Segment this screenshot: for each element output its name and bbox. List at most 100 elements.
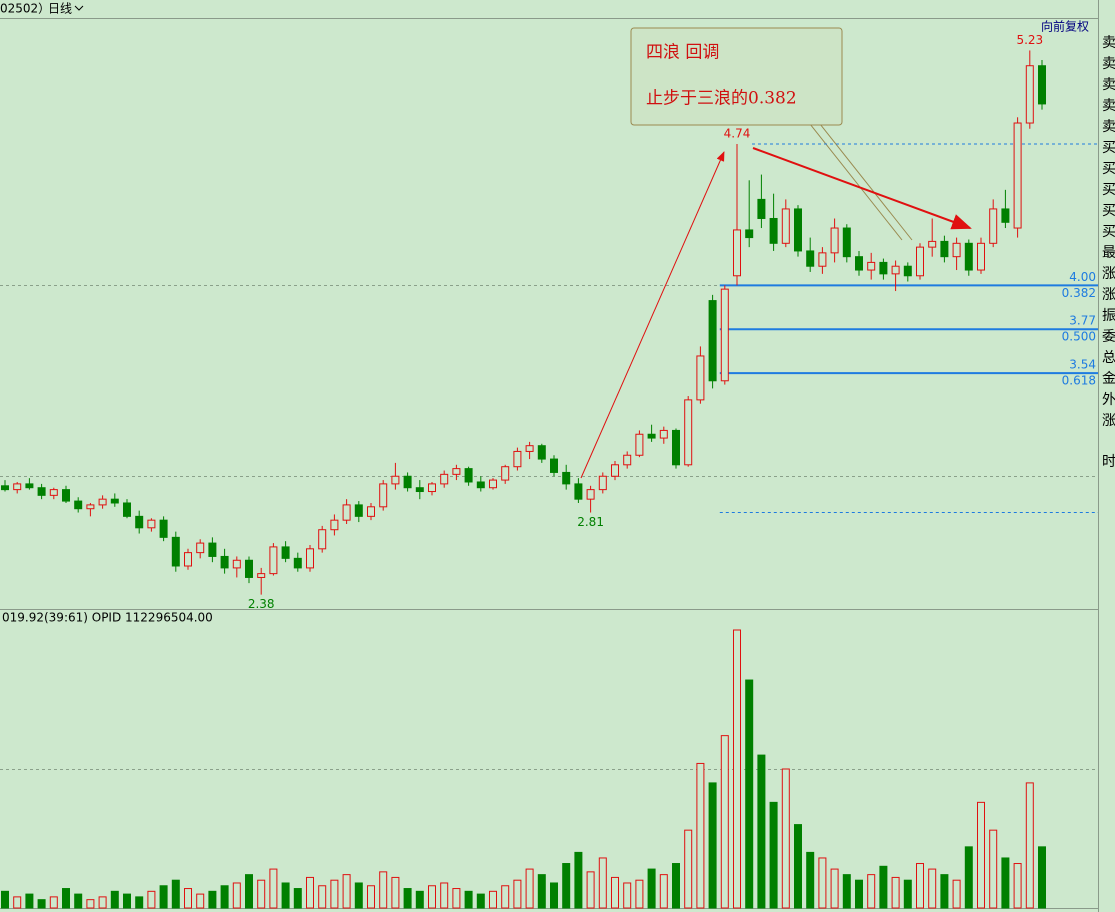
candle-body bbox=[989, 208, 998, 244]
candle-body bbox=[440, 473, 449, 485]
volume-bar bbox=[672, 863, 680, 909]
volume-bar bbox=[62, 888, 70, 909]
candle-body bbox=[159, 519, 168, 538]
volume-bar bbox=[159, 885, 168, 909]
candle-body bbox=[330, 519, 339, 531]
candle-body bbox=[1, 485, 9, 491]
volume-bar bbox=[489, 890, 497, 909]
candle-body bbox=[696, 355, 705, 401]
volume-bar bbox=[110, 890, 119, 909]
candle-body bbox=[562, 471, 571, 485]
volume-bar bbox=[562, 863, 571, 909]
candle-body bbox=[855, 256, 863, 271]
volume-bar bbox=[37, 899, 46, 909]
extreme-label: 2.38 bbox=[248, 597, 275, 611]
volume-bar bbox=[403, 888, 412, 909]
side-label: 涨 bbox=[1102, 413, 1115, 429]
volume-bar bbox=[537, 874, 546, 909]
volume-bar bbox=[1038, 846, 1046, 909]
volume-bar bbox=[281, 882, 290, 909]
volume-bar bbox=[696, 762, 705, 909]
side-label: 卖 bbox=[1102, 77, 1115, 93]
side-label: 买 bbox=[1102, 182, 1115, 198]
side-label: 总 bbox=[1102, 350, 1115, 366]
candle-body bbox=[928, 240, 937, 248]
volume-bar bbox=[147, 890, 156, 909]
candle-body bbox=[757, 198, 766, 219]
volume-bar bbox=[818, 857, 827, 909]
fib-price-label: 3.77 bbox=[1069, 314, 1096, 328]
volume-bar bbox=[659, 874, 668, 909]
volume-bar bbox=[342, 874, 351, 909]
candle-body bbox=[745, 229, 754, 239]
side-label: 卖 bbox=[1102, 98, 1115, 114]
candle-body bbox=[428, 483, 436, 493]
volume-bar bbox=[379, 871, 388, 909]
candle-body bbox=[916, 246, 924, 277]
candle-body bbox=[818, 252, 827, 267]
candle-body bbox=[1025, 65, 1034, 124]
volume-bar bbox=[354, 882, 363, 909]
candle-body bbox=[1001, 208, 1010, 223]
candle-body bbox=[354, 504, 363, 517]
volume-bar bbox=[74, 893, 83, 909]
candle-body bbox=[123, 502, 131, 517]
volume-bar bbox=[49, 896, 58, 909]
candle-body bbox=[781, 208, 790, 244]
candle-body bbox=[1013, 122, 1022, 229]
candle-body bbox=[25, 483, 34, 489]
candle-body bbox=[318, 529, 327, 550]
volume-bar bbox=[720, 735, 729, 909]
annotation-line: 四浪 回调 bbox=[646, 43, 719, 63]
fib-ratio-label: 0.382 bbox=[1062, 286, 1096, 300]
volume-bar bbox=[452, 888, 461, 909]
volume-bar bbox=[196, 893, 205, 909]
annotation-line: 止步于三浪的0.382 bbox=[646, 89, 797, 109]
candle-body bbox=[574, 483, 583, 500]
candle-body bbox=[98, 498, 107, 506]
volume-bar bbox=[867, 874, 876, 909]
volume-bar bbox=[952, 879, 961, 909]
candle-body bbox=[147, 519, 156, 529]
volume-bar bbox=[1, 890, 9, 909]
candle-body bbox=[623, 454, 632, 466]
adjust-label[interactable]: 向前复权 bbox=[1041, 19, 1089, 34]
candle-body bbox=[867, 261, 876, 271]
volume-bar bbox=[891, 876, 900, 909]
volume-bar bbox=[635, 879, 644, 909]
candle-body bbox=[586, 489, 595, 500]
candle-body bbox=[550, 458, 558, 473]
period-selector[interactable]: 日线 bbox=[48, 2, 72, 16]
extreme-label: 4.74 bbox=[724, 127, 751, 141]
dropdown-chevron[interactable] bbox=[74, 5, 84, 11]
candle-body bbox=[708, 300, 717, 382]
side-label: 卖 bbox=[1102, 119, 1115, 135]
candle-body bbox=[879, 261, 888, 275]
side-label: 委 bbox=[1102, 329, 1115, 345]
candle-body bbox=[952, 242, 961, 258]
side-label: 卖 bbox=[1102, 56, 1115, 72]
volume-bar bbox=[525, 868, 534, 909]
volume-bar bbox=[1001, 857, 1010, 909]
volume-bar bbox=[879, 865, 888, 909]
fib-ratio-label: 0.618 bbox=[1062, 374, 1096, 388]
volume-bar bbox=[977, 801, 985, 909]
candle-body bbox=[306, 548, 314, 569]
candle-body bbox=[684, 399, 693, 466]
side-label: 最 bbox=[1102, 245, 1115, 261]
side-label: 金 bbox=[1102, 371, 1115, 387]
volume-bar bbox=[574, 851, 583, 909]
candle-body bbox=[379, 483, 388, 508]
candle-body bbox=[257, 573, 266, 578]
volume-bar bbox=[440, 882, 449, 909]
volume-bar bbox=[86, 899, 95, 909]
candle-body bbox=[842, 227, 851, 258]
wave-arrow bbox=[752, 147, 972, 230]
candle-body bbox=[513, 450, 522, 468]
candle-body bbox=[232, 559, 241, 569]
candle-body bbox=[208, 542, 217, 557]
candle-body bbox=[733, 229, 741, 277]
extreme-label: 2.81 bbox=[577, 515, 604, 529]
